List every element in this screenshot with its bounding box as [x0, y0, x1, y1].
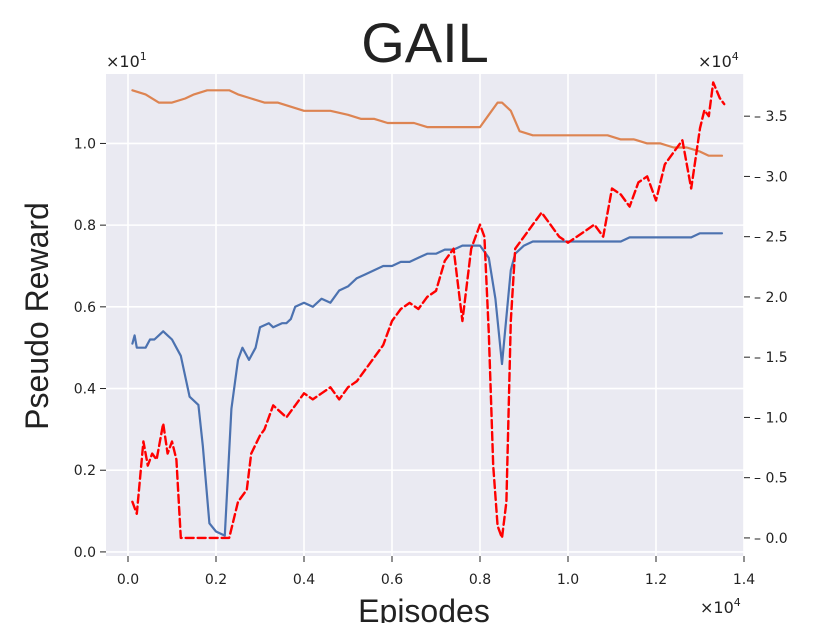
y-right-tick-label: – 2.5 — [754, 230, 788, 246]
x-tick-label: 1.0 — [557, 572, 579, 588]
series-line-1 — [131, 89, 724, 157]
ticks: 0.0 0.2 0.4 0.6 0.8 1.0 1.2 1.4 0.0 0.2 0.4 0.6 0.8 1… — [74, 109, 788, 588]
y-left-tick-label: 0.2 — [74, 463, 96, 479]
x-tick-label: 0.8 — [469, 572, 491, 588]
y-left-tick-label: 0.6 — [74, 300, 96, 316]
plot-area — [106, 74, 744, 556]
series-line-3 — [131, 81, 726, 540]
series-line-2 — [131, 232, 724, 537]
x-tick-label: 1.4 — [733, 572, 755, 588]
grid-lines — [106, 74, 745, 556]
y-axis-label: Pseudo Reward — [19, 202, 55, 430]
y-left-tick-label: 0.4 — [74, 382, 96, 398]
y-left-tick-label: 0.0 — [74, 545, 96, 561]
x-tick-label: 0.4 — [293, 572, 315, 588]
x-multiplier: ×104 — [700, 596, 741, 617]
y-right-tick-label: – 3.0 — [754, 169, 788, 185]
x-tick-label: 0.0 — [117, 572, 139, 588]
x-tick-label: 0.2 — [205, 572, 227, 588]
y-right-multiplier: ×104 — [698, 50, 739, 71]
y-right-tick-label: – 3.5 — [754, 109, 788, 125]
y-right-tick-label: – 2.0 — [754, 290, 788, 306]
x-tick-label: 1.2 — [645, 572, 667, 588]
y-left-tick-label: 0.8 — [74, 218, 96, 234]
y-right-tick-label: – 0.0 — [754, 531, 788, 547]
x-axis-label: Episodes — [358, 593, 490, 623]
y-right-tick-label: – 1.0 — [754, 410, 788, 426]
y-left-multiplier: ×101 — [106, 50, 147, 71]
chart-title: GAIL — [361, 11, 489, 74]
series-lines — [131, 81, 726, 540]
y-right-tick-label: – 0.5 — [754, 471, 788, 487]
y-left-tick-label: 1.0 — [74, 136, 96, 152]
y-right-tick-label: – 1.5 — [754, 350, 788, 366]
x-tick-label: 0.6 — [381, 572, 403, 588]
